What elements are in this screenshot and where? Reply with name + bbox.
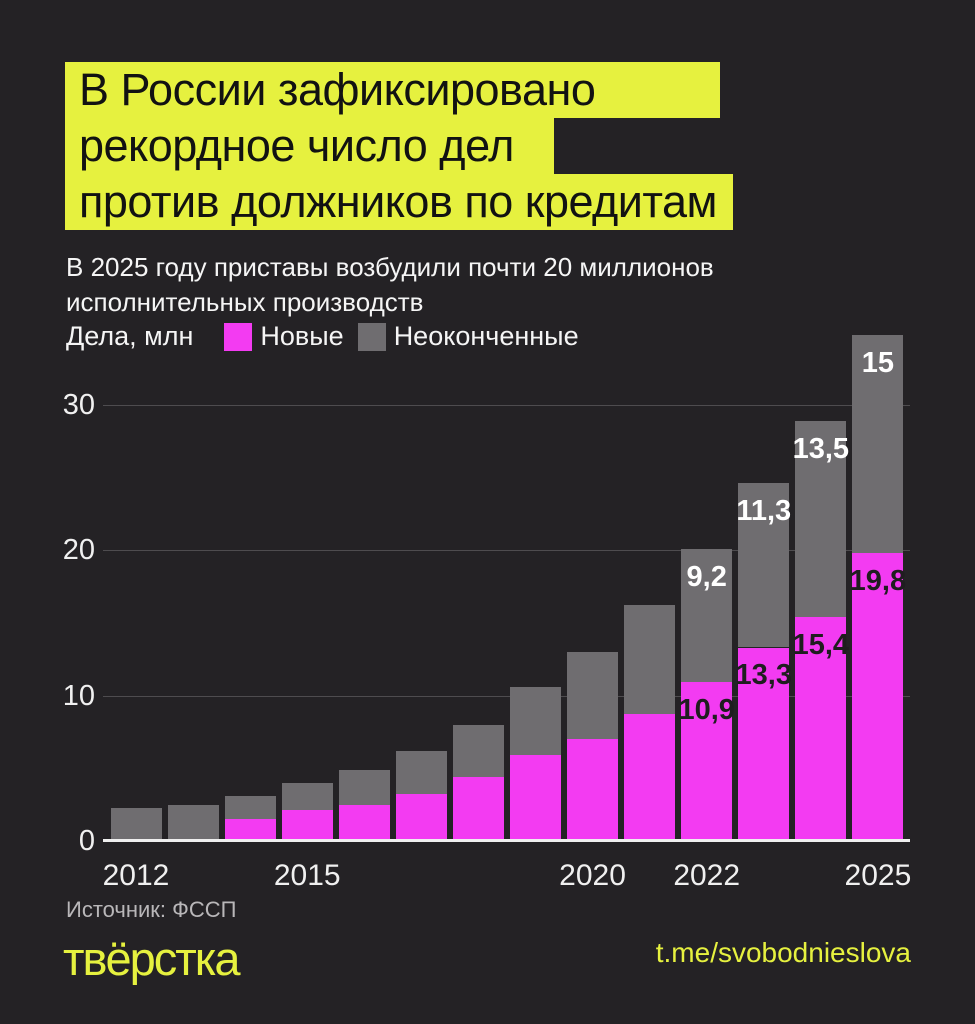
y-axis-label-30: 30	[62, 388, 95, 421]
bar-2015-unfinished-segment	[281, 782, 333, 811]
x-axis-label-2020: 2020	[559, 859, 626, 892]
bar-2024-unfinished-value: 13,5	[792, 432, 850, 465]
legend-item-unfinished: Неоконченные	[357, 321, 579, 352]
bar-2019-unfinished-segment	[509, 686, 561, 756]
bar-2018	[452, 724, 504, 841]
bar-2025-new-value: 19,8	[849, 564, 907, 597]
x-axis-label-2012: 2012	[102, 859, 170, 892]
bar-2020-new-segment	[567, 739, 619, 841]
bar-2023-new-value: 13,3	[735, 659, 792, 692]
gridline-30	[103, 404, 910, 406]
bar-2022-unfinished-segment	[681, 548, 733, 683]
bar-2017-new-segment	[395, 794, 447, 841]
bar-2022: 9,2 10,9	[678, 548, 735, 841]
bar-2021	[624, 605, 676, 841]
verstka-logo: твёрстка	[63, 932, 241, 985]
bar-2022-unfinished-value: 9,2	[686, 560, 727, 593]
bar-2016	[338, 769, 390, 841]
chart-legend: Дела, млн Новые Неоконченные	[66, 321, 579, 352]
legend-label-unfinished: Неоконченные	[393, 321, 579, 351]
legend-unit-label: Дела, млн	[66, 321, 194, 351]
bar-2015-new-segment	[281, 810, 333, 841]
bar-2013-unfinished-segment	[167, 804, 219, 841]
title-line-2: рекордное число дел	[65, 118, 554, 174]
bar-2022-new-value: 10,9	[678, 694, 735, 727]
x-axis-baseline	[103, 839, 910, 842]
bar-2019	[509, 686, 561, 841]
y-axis-label-10: 10	[62, 679, 95, 712]
bar-2013	[167, 804, 219, 841]
title-line-1: В России зафиксировано	[65, 62, 721, 118]
bar-2023-unfinished-value: 11,3	[736, 495, 792, 528]
bar-2024-new-value: 15,4	[792, 628, 850, 661]
x-axis-label-2025: 2025	[844, 859, 912, 892]
page-title: В России зафиксировано рекордное число д…	[65, 62, 733, 230]
telegram-link[interactable]: t.me/svobodnieslova	[655, 937, 911, 968]
bar-2025-unfinished-value: 15	[861, 346, 895, 379]
gridline-20	[103, 550, 910, 551]
bar-2024: 13,5 15,4	[792, 420, 850, 841]
bar-2014	[224, 795, 276, 841]
x-axis-label-2015: 2015	[273, 859, 341, 892]
bar-2012	[110, 807, 162, 841]
legend-label-new: Новые	[260, 321, 344, 351]
legend-swatch-new	[224, 322, 253, 351]
stacked-bar-chart: 0 10 20 30 9,2 10,9 11,3 13,3 13,5 15,4 15 19,8 2012…	[0, 325, 975, 892]
bar-2012-unfinished-segment	[110, 807, 162, 841]
bar-2022-new-segment	[681, 682, 733, 841]
gridline-10	[103, 695, 910, 697]
bar-2020	[567, 651, 619, 841]
bar-2024-new-segment	[795, 616, 847, 841]
bar-2016-new-segment	[338, 804, 390, 841]
bar-2014-new-segment	[224, 819, 276, 841]
legend-swatch-unfinished	[357, 322, 386, 351]
legend-item-new: Новые	[224, 321, 344, 352]
bar-2015	[281, 782, 333, 841]
bar-2024-unfinished-segment	[795, 420, 847, 617]
bar-2021-unfinished-segment	[624, 605, 676, 715]
bar-2017-unfinished-segment	[395, 750, 447, 795]
bar-2023-unfinished-segment	[738, 483, 790, 648]
bar-2023: 11,3 13,3	[735, 483, 792, 841]
bar-2018-unfinished-segment	[452, 724, 504, 777]
bar-2019-new-segment	[509, 755, 561, 841]
bar-2025-new-segment	[852, 552, 904, 841]
bar-2023-new-segment	[738, 647, 790, 841]
bar-2016-unfinished-segment	[338, 769, 390, 805]
y-axis-label-0: 0	[78, 825, 95, 857]
title-line-3: против должников по кредитам	[65, 174, 733, 230]
bar-2017	[395, 750, 447, 841]
bar-2018-new-segment	[452, 776, 504, 841]
bar-2021-new-segment	[624, 714, 676, 841]
y-axis-label-20: 20	[62, 534, 95, 566]
bar-2025: 15 19,8	[849, 334, 907, 841]
subtitle: В 2025 году приставы возбудили почти 20 …	[66, 252, 714, 317]
bar-2025-unfinished-segment	[852, 334, 904, 553]
bar-2020-unfinished-segment	[567, 651, 619, 740]
source-note: Источник: ФССП	[66, 897, 237, 922]
x-axis-label-2022: 2022	[673, 859, 741, 892]
bar-2014-unfinished-segment	[224, 795, 276, 820]
